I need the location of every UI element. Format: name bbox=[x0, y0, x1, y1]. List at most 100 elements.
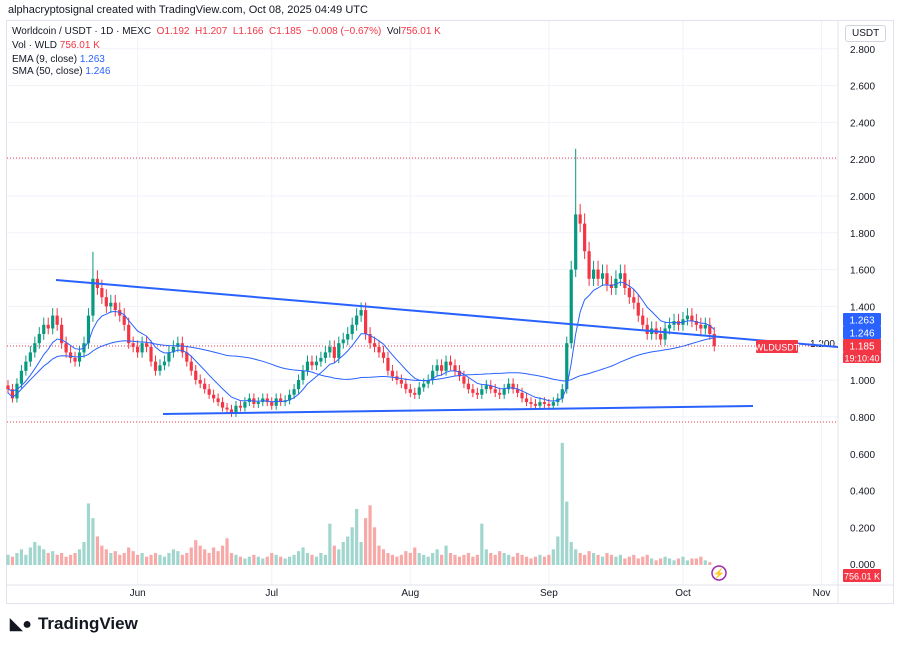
candle-body bbox=[551, 402, 555, 406]
volume-bar bbox=[471, 556, 475, 565]
volume-bar bbox=[444, 545, 448, 565]
volume-bar bbox=[399, 554, 403, 565]
tradingview-logo[interactable]: ◣● TradingView bbox=[10, 614, 138, 634]
volume-bar bbox=[37, 545, 41, 565]
price-tick-label: 2.400 bbox=[850, 118, 875, 129]
volume-bar bbox=[180, 554, 184, 565]
candle-body bbox=[332, 346, 336, 358]
volume-bar bbox=[623, 558, 627, 565]
candle-body bbox=[413, 392, 417, 395]
volume-bar bbox=[583, 554, 587, 565]
volume-bar bbox=[422, 554, 426, 565]
ohlc-high: H1.207 bbox=[195, 26, 228, 37]
volume-bar bbox=[220, 545, 225, 565]
candle-body bbox=[194, 370, 198, 380]
candle-body bbox=[274, 398, 278, 406]
sma-label: SMA (50, close) bbox=[12, 66, 83, 77]
candle-body bbox=[359, 310, 363, 316]
candle-body bbox=[292, 389, 296, 395]
candle-body bbox=[605, 273, 609, 285]
legend-volume[interactable]: Vol · WLD 756.01 K bbox=[12, 40, 100, 51]
candle-body bbox=[574, 214, 578, 270]
volume-bar bbox=[332, 545, 336, 565]
volume-bar bbox=[493, 554, 497, 565]
candle-body bbox=[104, 297, 108, 307]
candle-body bbox=[10, 389, 15, 399]
volume-bar bbox=[395, 556, 399, 565]
volume-bar bbox=[699, 556, 703, 565]
volume-bar bbox=[33, 541, 37, 565]
volume-bar bbox=[587, 551, 591, 565]
candle-body bbox=[162, 361, 167, 366]
candle-body bbox=[28, 352, 32, 362]
volume-bar bbox=[136, 554, 140, 565]
volume-bar bbox=[225, 538, 229, 565]
candle-body bbox=[690, 315, 694, 322]
volume-bar bbox=[694, 558, 698, 565]
ema-line bbox=[7, 281, 715, 403]
volume-bar bbox=[502, 552, 506, 565]
volume-bar bbox=[426, 556, 430, 565]
candle-body bbox=[399, 380, 403, 384]
candle-body bbox=[33, 343, 37, 353]
candle-body bbox=[180, 343, 184, 353]
candle-body bbox=[350, 324, 354, 334]
volume-bar bbox=[475, 554, 479, 565]
candle-body bbox=[238, 405, 243, 408]
volume-bar bbox=[68, 554, 73, 565]
last-price-tag: 1.185 bbox=[849, 342, 874, 353]
candle-body bbox=[355, 315, 359, 325]
candle-body bbox=[404, 383, 408, 390]
volume-bar bbox=[556, 536, 560, 565]
candle-body bbox=[176, 343, 180, 347]
candle-body bbox=[694, 321, 698, 325]
volume-bar bbox=[189, 547, 193, 565]
legend-ema[interactable]: EMA (9, close) 1.263 bbox=[12, 54, 105, 65]
volume-bar bbox=[42, 549, 46, 565]
symbol-title[interactable]: Worldcoin / USDT · 1D · MEXC bbox=[12, 26, 152, 37]
volume-bar bbox=[127, 547, 131, 565]
volume-bar bbox=[390, 554, 395, 565]
volume-price-tag-bg bbox=[843, 569, 881, 582]
lightning-glyph: ⚡ bbox=[713, 567, 725, 580]
candle-body bbox=[372, 343, 377, 347]
volume-bar bbox=[283, 558, 287, 565]
legend-sma[interactable]: SMA (50, close) 1.246 bbox=[12, 66, 110, 77]
candle-body bbox=[565, 343, 569, 390]
volume-bar bbox=[28, 547, 32, 565]
volume-bar bbox=[122, 552, 126, 565]
candle-body bbox=[596, 269, 600, 279]
volume-bar bbox=[162, 556, 167, 565]
candle-body bbox=[212, 394, 216, 399]
candle-body bbox=[270, 402, 274, 406]
candle-body bbox=[627, 288, 631, 298]
volume-bar bbox=[591, 552, 596, 565]
credit-line: alphacryptosignal created with TradingVi… bbox=[8, 4, 368, 16]
volume-value: 756.01 K bbox=[59, 40, 100, 51]
time-tick-label: Jun bbox=[130, 588, 146, 599]
volume-bar bbox=[533, 556, 538, 565]
time-tick-label: Nov bbox=[813, 588, 831, 599]
candle-body bbox=[305, 361, 310, 371]
ohlc-open: O1.192 bbox=[156, 26, 190, 37]
volume-bar bbox=[708, 562, 712, 565]
candle-body bbox=[457, 370, 462, 377]
candle-body bbox=[435, 365, 439, 371]
candle-body bbox=[538, 402, 542, 406]
candle-body bbox=[493, 389, 497, 393]
candle-body bbox=[149, 346, 153, 362]
volume-bar bbox=[569, 541, 573, 565]
chart-frame[interactable] bbox=[6, 20, 894, 604]
currency-button[interactable]: USDT bbox=[845, 25, 887, 42]
volume-bar bbox=[672, 560, 676, 565]
candle-body bbox=[498, 392, 502, 395]
volume-bar bbox=[270, 552, 274, 565]
volume-bar bbox=[265, 556, 269, 565]
candle-body bbox=[632, 297, 636, 303]
volume-bar bbox=[368, 505, 372, 565]
volume-bar bbox=[645, 554, 649, 565]
candle-body bbox=[216, 398, 220, 403]
volume-bar bbox=[113, 551, 117, 565]
candle-body bbox=[560, 389, 564, 399]
